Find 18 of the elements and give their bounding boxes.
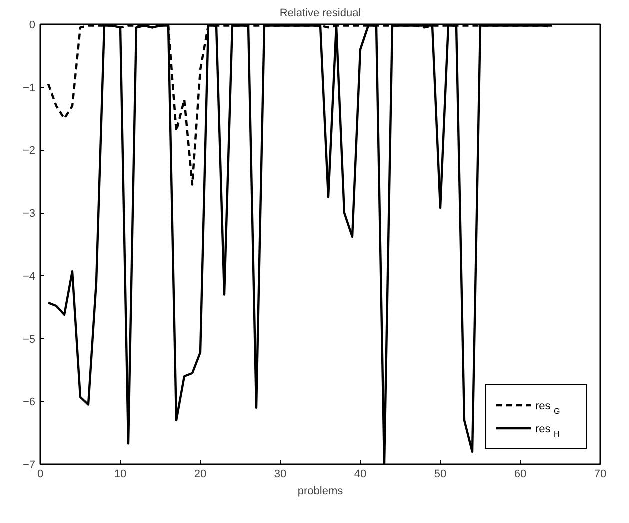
chart-title: Relative residual [280, 8, 362, 20]
x-tick-label: 60 [514, 468, 527, 480]
y-tick-label: −4 [22, 270, 36, 283]
x-tick-label: 20 [194, 468, 207, 480]
x-tick-label: 40 [354, 468, 367, 480]
x-tick-label: 70 [594, 468, 607, 480]
x-tick-label: 30 [274, 468, 287, 480]
x-tick-label: 10 [114, 468, 127, 480]
x-tick-label: 0 [37, 468, 44, 480]
x-axis-title: problems [298, 486, 344, 498]
y-tick-label: −2 [22, 145, 36, 158]
y-tick-label: −3 [22, 208, 36, 220]
y-tick-label: −6 [22, 396, 36, 409]
y-tick-label: −5 [22, 334, 36, 346]
y-tick-label: −1 [22, 82, 36, 94]
y-tick-label: 0 [29, 20, 36, 32]
x-tick-label: 50 [434, 468, 447, 480]
y-tick-label: −7 [22, 460, 36, 472]
